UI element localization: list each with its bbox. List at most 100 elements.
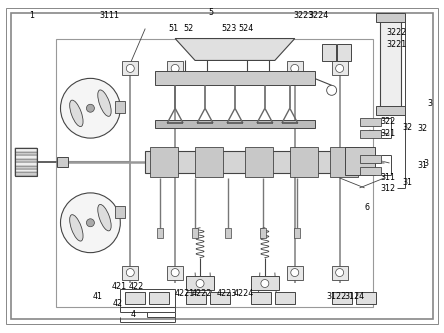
Circle shape: [291, 64, 299, 72]
Text: 1: 1: [29, 11, 34, 20]
Bar: [360, 167, 381, 175]
Circle shape: [87, 104, 95, 112]
Bar: [120, 289, 175, 307]
Text: 311: 311: [381, 172, 396, 181]
Bar: [167, 266, 183, 279]
Text: 3: 3: [423, 159, 428, 168]
Ellipse shape: [70, 100, 83, 127]
Bar: [376, 106, 405, 115]
Bar: [157, 228, 163, 238]
Bar: [192, 228, 198, 238]
Circle shape: [261, 279, 269, 287]
Circle shape: [60, 78, 120, 138]
Bar: [380, 19, 401, 113]
Bar: [56, 157, 68, 167]
Bar: [186, 275, 214, 290]
Text: 32: 32: [417, 124, 428, 133]
Bar: [251, 275, 279, 290]
Bar: [122, 62, 138, 75]
Text: 3122: 3122: [326, 292, 346, 301]
Bar: [145, 151, 349, 173]
Bar: [275, 292, 295, 304]
Ellipse shape: [70, 215, 83, 241]
Text: 4223: 4223: [216, 289, 237, 298]
Bar: [251, 292, 271, 304]
Text: 51: 51: [168, 24, 178, 33]
Text: 41: 41: [93, 292, 103, 301]
Bar: [225, 228, 231, 238]
Ellipse shape: [98, 204, 111, 231]
Text: 31: 31: [403, 178, 413, 187]
Bar: [356, 292, 376, 304]
Text: 42: 42: [113, 299, 123, 308]
Bar: [150, 147, 178, 177]
Bar: [360, 155, 381, 163]
Text: 523: 523: [221, 24, 236, 33]
Bar: [15, 148, 36, 152]
Bar: [360, 118, 381, 126]
Text: 3224: 3224: [309, 11, 329, 20]
Text: 32: 32: [403, 123, 413, 132]
Circle shape: [87, 219, 95, 227]
Bar: [56, 39, 373, 307]
Bar: [149, 292, 169, 304]
Text: 4224: 4224: [234, 289, 254, 298]
Circle shape: [291, 269, 299, 276]
Bar: [337, 44, 351, 62]
Text: 4221: 4221: [174, 289, 194, 298]
Bar: [360, 130, 381, 138]
Text: 312: 312: [381, 183, 396, 192]
Text: 6: 6: [365, 203, 370, 212]
Bar: [15, 169, 36, 172]
Circle shape: [126, 269, 134, 276]
Bar: [125, 292, 145, 304]
Text: 4: 4: [131, 310, 136, 319]
Circle shape: [196, 279, 204, 287]
Bar: [15, 166, 36, 169]
Circle shape: [60, 193, 120, 253]
Text: 3221: 3221: [387, 40, 407, 49]
Bar: [332, 266, 348, 279]
Bar: [15, 148, 36, 176]
Bar: [345, 147, 375, 175]
Text: 322: 322: [381, 117, 396, 126]
Bar: [245, 147, 273, 177]
Text: 524: 524: [239, 24, 254, 33]
Bar: [186, 292, 206, 304]
Bar: [122, 266, 138, 279]
Text: 4222: 4222: [192, 289, 212, 298]
Bar: [15, 155, 36, 159]
Bar: [15, 162, 36, 166]
Bar: [322, 44, 336, 62]
Bar: [155, 71, 315, 85]
Bar: [155, 120, 315, 128]
Bar: [329, 147, 357, 177]
Circle shape: [171, 269, 179, 276]
Bar: [15, 159, 36, 162]
Bar: [260, 228, 266, 238]
Text: 31: 31: [417, 161, 428, 169]
Bar: [210, 292, 230, 304]
Polygon shape: [175, 39, 295, 61]
Text: 3111: 3111: [99, 11, 119, 20]
Bar: [15, 152, 36, 155]
Circle shape: [327, 85, 337, 95]
Text: 422: 422: [129, 282, 144, 291]
Bar: [290, 147, 318, 177]
Text: 321: 321: [381, 129, 396, 138]
Text: 421: 421: [111, 282, 127, 291]
Bar: [294, 228, 300, 238]
Text: 5: 5: [208, 8, 214, 17]
Bar: [167, 62, 183, 75]
Bar: [15, 172, 36, 176]
Circle shape: [171, 64, 179, 72]
Text: 3124: 3124: [345, 292, 365, 301]
Bar: [287, 62, 303, 75]
Bar: [195, 147, 223, 177]
Bar: [115, 101, 125, 113]
Text: 3223: 3223: [294, 11, 314, 20]
Bar: [332, 62, 348, 75]
Text: 3222: 3222: [387, 28, 407, 37]
Ellipse shape: [98, 90, 111, 116]
Bar: [332, 292, 352, 304]
